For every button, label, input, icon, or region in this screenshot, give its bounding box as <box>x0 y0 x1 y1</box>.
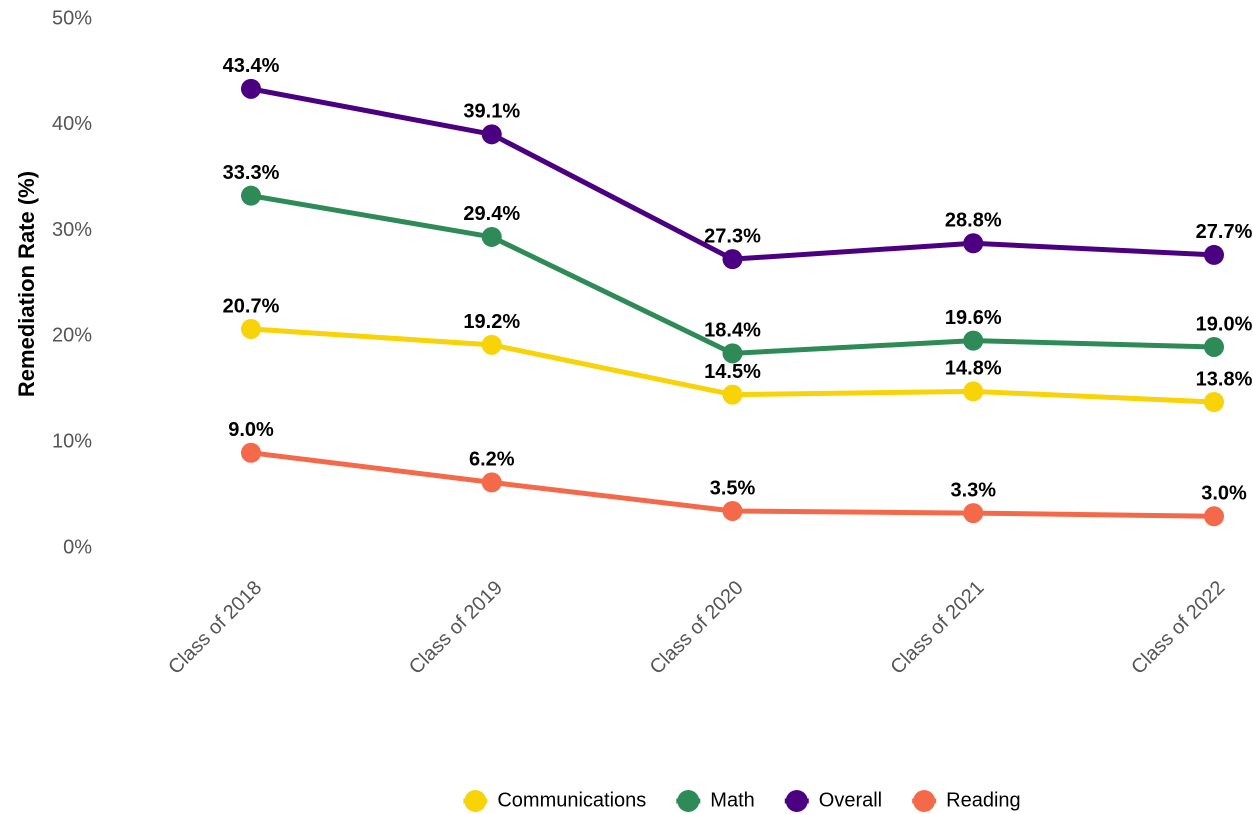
x-tick-label: Class of 2018 <box>164 577 266 679</box>
data-point <box>481 472 502 493</box>
data-label: 43.4% <box>223 55 280 77</box>
y-axis-label: Remediation Rate (%) <box>14 171 39 397</box>
data-label: 6.2% <box>469 449 515 471</box>
data-label: 13.8% <box>1196 368 1253 390</box>
data-label: 3.5% <box>710 477 756 499</box>
data-point <box>722 343 743 364</box>
data-point <box>722 500 743 521</box>
x-tick-label: Class of 2019 <box>405 577 507 679</box>
legend-label: Overall <box>819 789 882 811</box>
data-point <box>722 249 743 270</box>
data-label: 29.4% <box>463 203 520 225</box>
y-tick-label: 10% <box>52 430 92 452</box>
data-point <box>963 233 984 254</box>
y-tick-label: 20% <box>52 325 92 347</box>
data-point <box>481 124 502 145</box>
data-label: 20.7% <box>223 295 280 317</box>
x-tick-label: Class of 2020 <box>646 577 748 679</box>
y-tick-label: 40% <box>52 113 92 135</box>
data-point <box>963 330 984 351</box>
data-point <box>481 226 502 247</box>
data-label: 19.2% <box>463 311 520 333</box>
data-label: 18.4% <box>704 320 761 342</box>
x-tick-label: Class of 2021 <box>886 577 988 679</box>
y-tick-label: 0% <box>63 536 92 558</box>
data-label: 27.7% <box>1196 221 1253 243</box>
data-label: 39.1% <box>463 101 520 123</box>
data-point <box>481 334 502 355</box>
data-point <box>722 384 743 405</box>
data-point <box>963 503 984 524</box>
data-point <box>241 185 261 206</box>
data-label: 3.0% <box>1201 483 1247 505</box>
data-label: 14.8% <box>945 358 1002 380</box>
y-tick-label: 50% <box>52 7 92 29</box>
legend-label: Math <box>710 789 754 811</box>
data-label: 19.6% <box>945 307 1002 329</box>
data-label: 9.0% <box>228 419 274 441</box>
data-label: 19.0% <box>1196 313 1253 335</box>
y-tick-label: 30% <box>52 219 92 241</box>
data-label: 33.3% <box>223 162 280 184</box>
data-label: 3.3% <box>950 479 996 501</box>
data-point <box>1204 244 1224 265</box>
data-label: 14.5% <box>704 361 761 383</box>
data-point <box>1204 506 1224 527</box>
data-point <box>241 318 261 339</box>
x-tick-label: Class of 2022 <box>1127 577 1229 679</box>
data-point <box>1204 336 1224 357</box>
data-point <box>241 78 261 99</box>
data-label: 28.8% <box>945 210 1002 232</box>
legend-label: Communications <box>497 789 646 811</box>
legend-label: Reading <box>946 789 1021 811</box>
data-point <box>241 442 261 463</box>
data-label: 27.3% <box>704 225 761 247</box>
data-point <box>963 381 984 402</box>
legend: Communications Math Overall Reading <box>463 789 1021 812</box>
data-point <box>1204 391 1224 412</box>
